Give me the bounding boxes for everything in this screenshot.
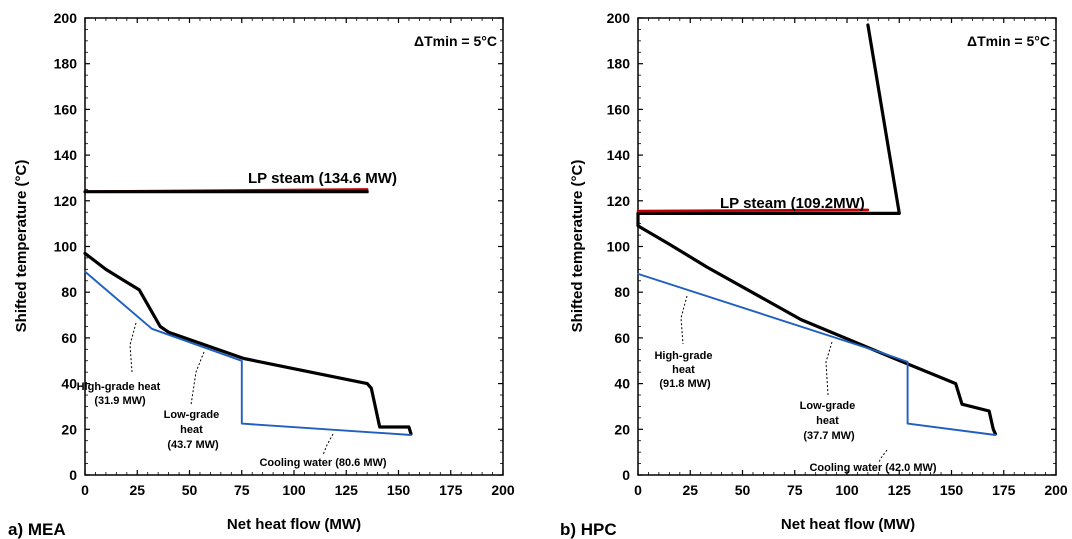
- x-axis-label: Net heat flow (MW): [781, 516, 915, 533]
- plot-area-frame: [84, 17, 504, 476]
- x-tick-label: 125: [888, 482, 912, 498]
- annotation-line: Low-grade: [800, 400, 856, 412]
- y-tick-label: 120: [54, 193, 78, 209]
- annotation-line: (31.9 MW): [94, 395, 146, 407]
- series-line-3: [84, 270, 412, 436]
- series-line-0: [636, 23, 998, 436]
- x-tick-label: 150: [387, 482, 411, 498]
- delta-t-min-label: ΔTmin = 5°C: [414, 33, 497, 49]
- x-tick-label: 50: [735, 482, 751, 498]
- x-tick-label: 150: [940, 482, 964, 498]
- annotation-leader-lines: [129, 322, 334, 456]
- panel-label: b) HPC: [560, 520, 617, 539]
- lp-steam-label: LP steam (109.2MW): [720, 195, 865, 212]
- annotation-line: (37.7 MW): [803, 430, 855, 442]
- x-tick-label: 125: [335, 482, 359, 498]
- y-tick-labels: 0 20 40 60 80 100 120 140 160 180 200: [607, 10, 631, 483]
- series-line-2: [637, 272, 997, 436]
- y-tick-label: 60: [614, 330, 630, 346]
- x-tick-labels: 0 25 50 75 100 125 150 175 200: [634, 482, 1068, 498]
- y-tick-label: 100: [607, 239, 631, 255]
- x-tick-label: 75: [234, 482, 250, 498]
- y-tick-label: 60: [61, 330, 77, 346]
- panel-mea: 0 25 50 75 100 125 150 175 200 0 20 40 60 80 100 120 14…: [8, 10, 515, 539]
- x-tick-label: 200: [1044, 482, 1068, 498]
- annotation-line: (91.8 MW): [659, 378, 711, 390]
- leader-line: [129, 322, 137, 373]
- y-tick-label: 180: [607, 56, 631, 72]
- y-tick-label: 0: [622, 467, 630, 483]
- annotation-line: Cooling water (80.6 MW): [259, 457, 386, 469]
- leader-line: [825, 341, 833, 396]
- x-axis-label: Net heat flow (MW): [227, 516, 361, 533]
- leader-line: [680, 295, 688, 345]
- x-tick-label: 75: [787, 482, 803, 498]
- y-tick-label: 20: [614, 421, 630, 437]
- y-tick-label: 160: [54, 101, 78, 117]
- y-tick-label: 100: [54, 239, 78, 255]
- x-tick-label: 25: [129, 482, 145, 498]
- x-tick-label: 100: [835, 482, 859, 498]
- y-tick-label: 180: [54, 56, 78, 72]
- leader-line: [878, 449, 888, 463]
- y-tick-label: 40: [614, 376, 630, 392]
- lp-steam-label: LP steam (134.6 MW): [248, 170, 397, 187]
- y-tick-label: 20: [61, 421, 77, 437]
- y-tick-label: 80: [614, 284, 630, 300]
- leader-line: [190, 351, 205, 406]
- y-tick-label: 80: [61, 284, 77, 300]
- series-group: [83, 188, 413, 436]
- panel-hpc: 0 25 50 75 100 125 150 175 200 0 20 40 60 80 100 120 14…: [560, 10, 1068, 539]
- y-tick-label: 160: [607, 101, 631, 117]
- y-tick-label: 200: [607, 10, 631, 26]
- annotation-line: Cooling water (42.0 MW): [809, 462, 936, 474]
- annotation-line: heat: [180, 424, 203, 436]
- y-tick-label: 40: [61, 376, 77, 392]
- annotation-line: heat: [816, 415, 839, 427]
- y-tick-labels: 0 20 40 60 80 100 120 140 160 180 200: [54, 10, 78, 483]
- y-tick-label: 200: [54, 10, 78, 26]
- annotation-line: High-grade heat: [77, 381, 161, 393]
- y-axis-label: Shifted temperature (°C): [13, 160, 30, 333]
- annotations: High-grade heat (31.9 MW) Low-grade heat…: [77, 381, 387, 469]
- annotation-line: Low-grade: [164, 409, 220, 421]
- series-group: [636, 23, 998, 436]
- x-tick-label: 50: [182, 482, 198, 498]
- annotation-line: High-grade: [654, 350, 712, 362]
- annotation-line: (43.7 MW): [167, 439, 219, 451]
- y-tick-label: 140: [607, 147, 631, 163]
- y-tick-label: 120: [607, 193, 631, 209]
- x-tick-label: 175: [439, 482, 463, 498]
- x-tick-label: 200: [491, 482, 515, 498]
- x-tick-label: 175: [992, 482, 1016, 498]
- y-axis-label: Shifted temperature (°C): [569, 160, 586, 333]
- x-tick-label: 0: [634, 482, 642, 498]
- x-tick-label: 0: [81, 482, 89, 498]
- annotation-line: heat: [672, 364, 695, 376]
- leader-line: [322, 433, 334, 456]
- annotation-high-grade-heat: High-grade heat (31.9 MW): [77, 381, 164, 407]
- annotation-low-grade-heat: Low-grade heat (37.7 MW): [800, 400, 859, 442]
- delta-t-min-label: ΔTmin = 5°C: [967, 33, 1050, 49]
- series-line-0: [83, 251, 413, 436]
- y-tick-label: 0: [69, 467, 77, 483]
- tick-marks: [84, 17, 504, 476]
- annotation-cooling-water: Cooling water (80.6 MW): [259, 457, 386, 469]
- annotation-low-grade-heat: Low-grade heat (43.7 MW): [164, 409, 223, 451]
- series-line-1: [636, 208, 870, 213]
- panel-label: a) MEA: [8, 520, 66, 539]
- annotation-high-grade-heat: High-grade heat (91.8 MW): [654, 350, 715, 390]
- tick-marks: [637, 17, 1057, 476]
- x-tick-label: 100: [282, 482, 306, 498]
- x-tick-labels: 0 25 50 75 100 125 150 175 200: [81, 482, 515, 498]
- x-tick-label: 25: [682, 482, 698, 498]
- y-tick-label: 140: [54, 147, 78, 163]
- annotations: High-grade heat (91.8 MW) Low-grade heat…: [654, 350, 936, 474]
- annotation-leader-lines: [680, 295, 888, 463]
- annotation-cooling-water: Cooling water (42.0 MW): [809, 462, 936, 474]
